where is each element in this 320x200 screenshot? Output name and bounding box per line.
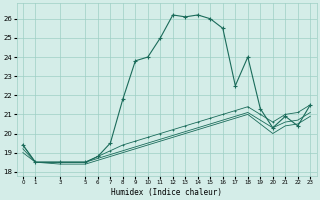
X-axis label: Humidex (Indice chaleur): Humidex (Indice chaleur): [111, 188, 222, 197]
